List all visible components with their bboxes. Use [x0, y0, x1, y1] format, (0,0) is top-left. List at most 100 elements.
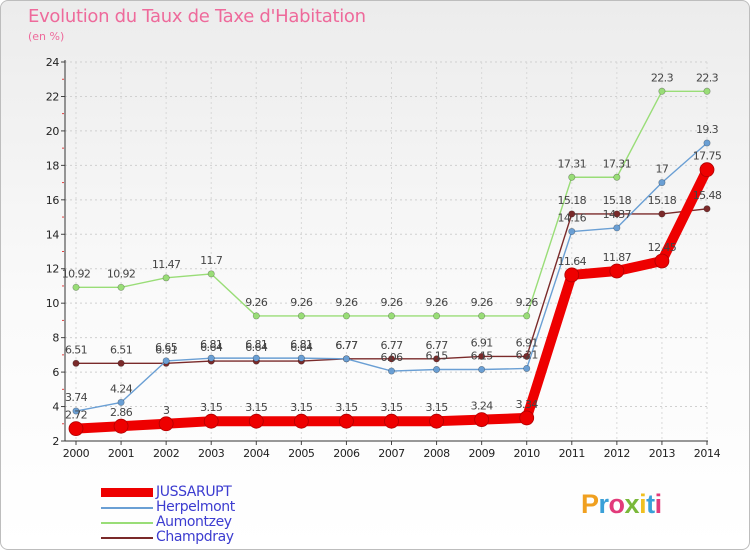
- data-label: 10.92: [62, 267, 91, 280]
- data-point: [207, 354, 215, 362]
- x-tick-label: 2007: [378, 447, 405, 460]
- data-label: 19.3: [696, 123, 719, 136]
- data-label: 6.15: [426, 350, 449, 363]
- data-label: 9.26: [471, 296, 494, 309]
- data-point: [658, 210, 666, 218]
- data-point: [113, 418, 129, 434]
- data-point: [72, 283, 80, 291]
- data-point: [207, 270, 215, 278]
- chart-title: Evolution du Taux de Taxe d'Habitation: [28, 6, 366, 27]
- logo-letter: r: [598, 489, 610, 519]
- data-label: 6.64: [290, 341, 313, 354]
- data-point: [252, 312, 260, 320]
- x-tick-label: 2014: [694, 447, 721, 460]
- y-tick-label: 12: [46, 263, 59, 276]
- data-point: [613, 210, 621, 218]
- logo-letter: t: [646, 489, 655, 519]
- legend-label: Aumontzey: [156, 514, 232, 530]
- data-point: [699, 162, 715, 178]
- data-point: [72, 359, 80, 367]
- data-label: 6.81: [245, 338, 267, 351]
- y-tick-label: 14: [46, 228, 60, 241]
- data-label: 2.72: [65, 409, 87, 422]
- x-tick-label: 2012: [604, 447, 630, 460]
- data-point: [342, 312, 350, 320]
- data-point: [703, 139, 711, 147]
- data-label: 3.74: [65, 391, 88, 404]
- y-tick-label: 20: [46, 125, 60, 138]
- data-point: [117, 398, 125, 406]
- data-point: [203, 413, 219, 429]
- data-label: 6.91: [471, 336, 493, 349]
- x-tick-label: 2004: [243, 447, 270, 460]
- legend-swatch: [101, 537, 153, 539]
- data-point: [429, 413, 444, 429]
- x-tick-label: 2000: [63, 447, 90, 460]
- data-point: [523, 364, 531, 372]
- data-label: 10.92: [107, 267, 136, 280]
- data-label: 17: [656, 163, 669, 176]
- data-point: [523, 312, 531, 320]
- data-label: 3: [163, 404, 170, 417]
- data-point: [613, 224, 621, 232]
- data-point: [433, 355, 441, 363]
- data-label: 11.47: [152, 258, 181, 271]
- y-tick-label: 8: [52, 332, 59, 345]
- data-point: [658, 179, 666, 187]
- y-tick-label: 24: [46, 56, 60, 69]
- data-point: [703, 205, 711, 213]
- data-label: 14.37: [603, 208, 632, 221]
- data-label: 6.81: [200, 338, 222, 351]
- data-point: [478, 312, 486, 320]
- y-tick-label: 6: [52, 366, 59, 379]
- data-label: 6.06: [380, 351, 403, 364]
- data-point: [609, 263, 625, 279]
- data-point: [297, 312, 305, 320]
- data-point: [117, 359, 125, 367]
- data-point: [613, 173, 621, 181]
- x-tick-label: 2008: [423, 447, 450, 460]
- y-tick-label: 16: [46, 194, 60, 207]
- data-label: 6.65: [155, 341, 178, 354]
- legend-label: Champdray: [156, 529, 234, 545]
- data-point: [339, 413, 354, 429]
- data-label: 11.87: [603, 251, 632, 264]
- x-tick-label: 2013: [649, 447, 676, 460]
- data-label: 14.16: [558, 212, 587, 225]
- data-point: [387, 367, 395, 375]
- data-point: [478, 366, 486, 374]
- data-label: 4.24: [110, 382, 133, 395]
- data-point: [568, 210, 576, 218]
- data-point: [384, 413, 399, 429]
- data-point: [117, 283, 125, 291]
- data-label: 9.26: [516, 296, 539, 309]
- data-label: 2.86: [110, 406, 133, 419]
- data-label: 6.51: [65, 343, 87, 356]
- logo-letter: x: [624, 489, 640, 519]
- data-point: [387, 355, 395, 363]
- data-point: [703, 87, 711, 95]
- x-tick-label: 2005: [288, 447, 315, 460]
- data-label: 3.34: [516, 398, 539, 411]
- logo-letter: i: [654, 489, 663, 519]
- x-tick-label: 2009: [468, 447, 495, 460]
- data-label: 6.51: [155, 343, 177, 356]
- data-label: 15.18: [648, 194, 677, 207]
- y-tick-label: 22: [46, 90, 59, 103]
- legend-label: JUSSARUPT: [156, 484, 232, 500]
- data-label: 6.64: [200, 341, 223, 354]
- data-point: [68, 421, 84, 436]
- x-tick-label: 2006: [333, 447, 360, 460]
- x-tick-label: 2002: [153, 447, 179, 460]
- x-tick-label: 2003: [198, 447, 225, 460]
- data-label: 6.77: [335, 339, 358, 352]
- legend-swatch: [101, 488, 153, 497]
- y-tick-label: 4: [52, 401, 59, 414]
- data-point: [162, 274, 170, 282]
- data-point: [478, 352, 486, 360]
- data-point: [474, 412, 490, 428]
- data-point: [293, 413, 309, 429]
- data-point: [162, 357, 170, 365]
- logo-letter: o: [608, 489, 626, 519]
- data-label: 22.3: [651, 71, 674, 84]
